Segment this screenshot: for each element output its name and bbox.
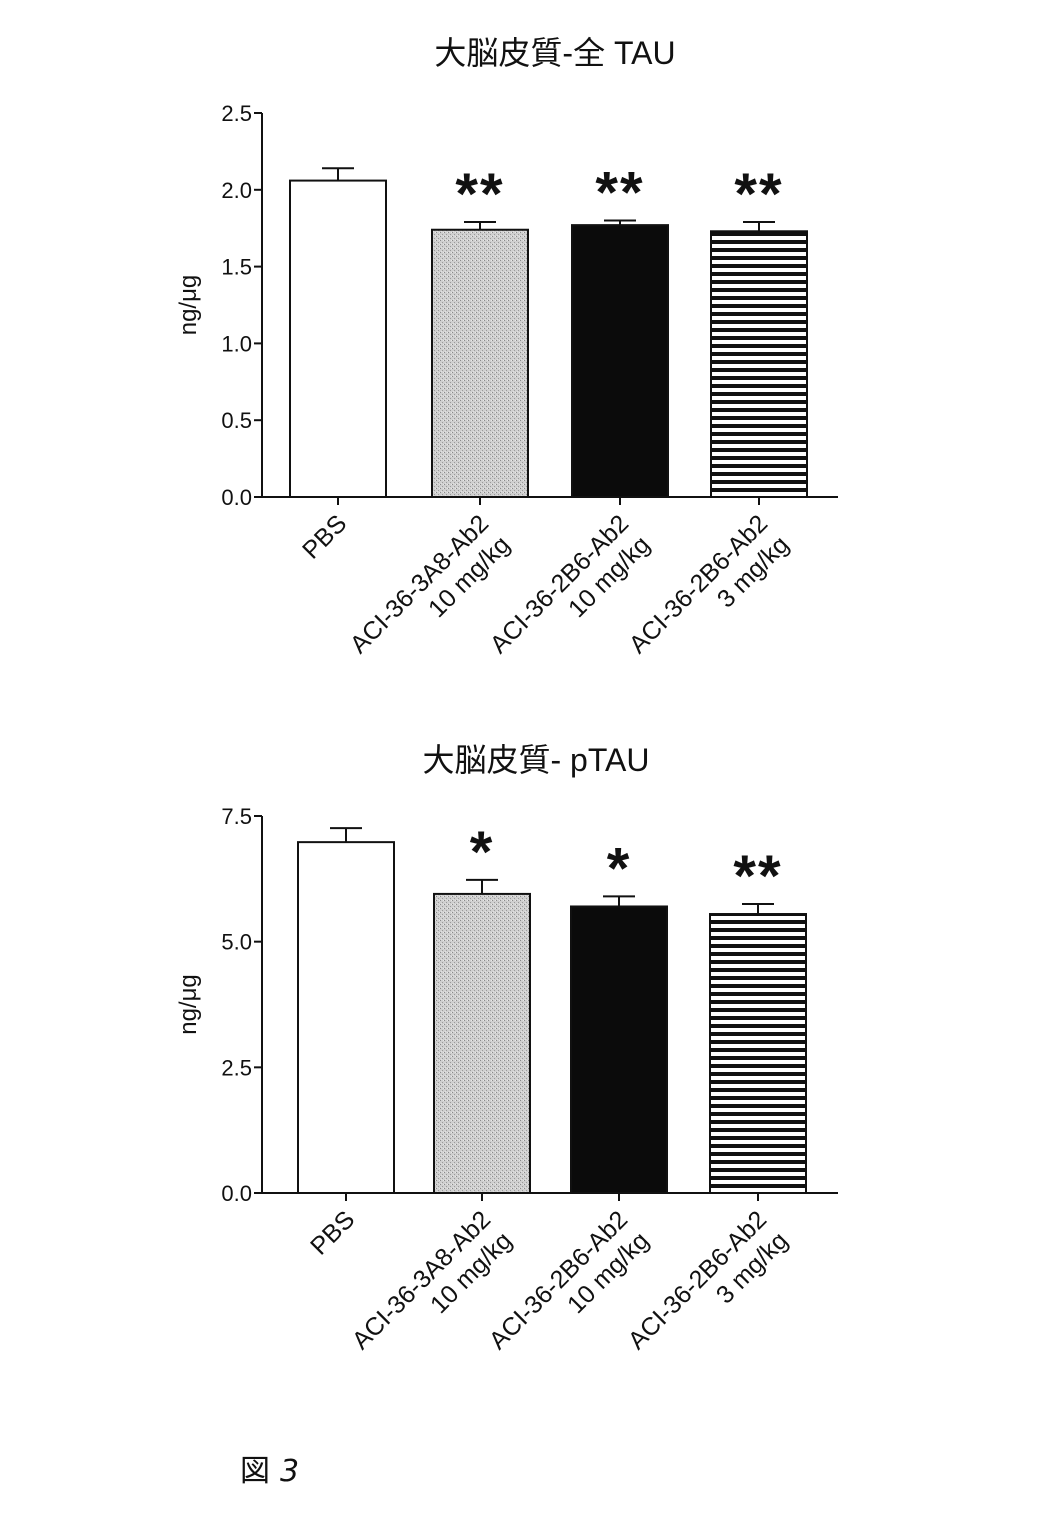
- x-tick-label: ACI-36-2B6-Ab23 mg/kg: [623, 1205, 794, 1376]
- y-tick-label: 0.5: [221, 408, 252, 433]
- significance-marker: **: [734, 162, 783, 227]
- figure-label-prefix: 図: [240, 1454, 270, 1489]
- chart-title: 大脳皮質-全 TAU: [434, 35, 675, 71]
- bar-2: [572, 225, 668, 497]
- x-tick-label: ACI-36-2B6-Ab23 mg/kg: [624, 509, 795, 680]
- significance-marker: **: [733, 844, 782, 909]
- bar-0: [298, 842, 394, 1193]
- y-tick-label: 1.0: [221, 331, 252, 356]
- bar-2: [571, 906, 667, 1193]
- bar-1: [432, 230, 528, 497]
- y-tick-label: 1.5: [221, 255, 252, 280]
- x-tick-label: ACI-36-2B6-Ab210 mg/kg: [484, 1205, 655, 1376]
- chart-cortex-total-tau: 大脳皮質-全 TAU ng/μg 0.0 0.5 1.0 1.5 2.0 2.5 PBS ** AC…: [175, 35, 838, 680]
- y-tick-label: 2.5: [221, 1055, 252, 1080]
- y-tick-label: 7.5: [221, 804, 252, 829]
- y-tick-label: 2.0: [221, 178, 252, 203]
- x-tick-label: ACI-36-3A8-Ab210 mg/kg: [347, 1205, 518, 1376]
- x-tick-label-line: PBS: [297, 509, 352, 564]
- figure-label: 図3: [240, 1446, 299, 1490]
- bar-3: [710, 914, 806, 1193]
- bar-0: [290, 181, 386, 497]
- bar-1: [434, 894, 530, 1193]
- significance-marker: **: [595, 161, 644, 226]
- x-tick-label: PBS: [305, 1205, 360, 1260]
- chart-title: 大脳皮質- pTAU: [423, 742, 650, 778]
- bar-3: [711, 231, 807, 497]
- y-axis-label: ng/μg: [175, 974, 202, 1035]
- y-tick-label: 2.5: [221, 101, 252, 126]
- significance-marker: *: [607, 836, 632, 901]
- y-axis-label: ng/μg: [175, 275, 202, 336]
- y-tick-label: 0.0: [221, 485, 252, 510]
- y-tick-label: 5.0: [221, 930, 252, 955]
- significance-marker: *: [470, 820, 495, 885]
- x-tick-label-line: PBS: [305, 1205, 360, 1260]
- x-tick-label: ACI-36-2B6-Ab210 mg/kg: [485, 509, 656, 680]
- significance-marker: **: [455, 162, 504, 227]
- figure-label-number: 3: [280, 1454, 299, 1489]
- x-tick-label: ACI-36-3A8-Ab210 mg/kg: [345, 509, 516, 680]
- chart-cortex-ptau: 大脳皮質- pTAU ng/μg 0.0 2.5 5.0 7.5 PBS * ACI-36-3A…: [175, 742, 838, 1376]
- y-tick-label: 0.0: [221, 1181, 252, 1206]
- x-tick-label: PBS: [297, 509, 352, 564]
